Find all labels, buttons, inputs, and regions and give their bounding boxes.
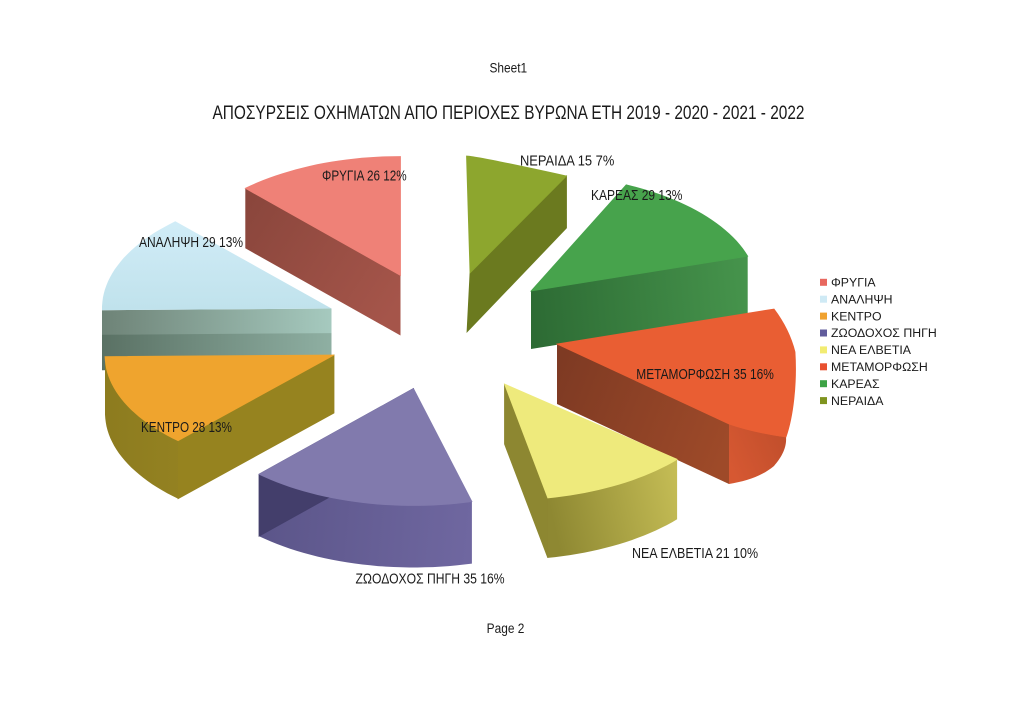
svg-text:ΦΡΥΓΙΑ: ΦΡΥΓΙΑ (831, 276, 876, 290)
svg-text:Page 2: Page 2 (487, 620, 525, 636)
svg-text:ΑΠΟΣΥΡΣΕΙΣ ΟΧΗΜΑΤΩΝ ΑΠΟ ΠΕΡΙΟΧ: ΑΠΟΣΥΡΣΕΙΣ ΟΧΗΜΑΤΩΝ ΑΠΟ ΠΕΡΙΟΧΕΣ ΒΥΡΩΝΑ … (213, 101, 805, 123)
svg-text:ΝΕΡΑΙΔΑ: ΝΕΡΑΙΔΑ (831, 394, 884, 408)
svg-text:ΝΕΑ ΕΛΒΕΤΙΑ 21 10%: ΝΕΑ ΕΛΒΕΤΙΑ 21 10% (632, 545, 758, 561)
svg-text:ΖΩΟΔΟΧΟΣ ΠΗΓΗ: ΖΩΟΔΟΧΟΣ ΠΗΓΗ (831, 326, 937, 340)
svg-text:ΑΝΑΛΗΨΗ 29 13%: ΑΝΑΛΗΨΗ 29 13% (139, 234, 243, 251)
svg-text:ΜΕΤΑΜΟΡΦΩΣΗ: ΜΕΤΑΜΟΡΦΩΣΗ (831, 360, 928, 374)
svg-text:Sheet1: Sheet1 (489, 60, 527, 76)
svg-text:ΚΕΝΤΡΟ 28 13%: ΚΕΝΤΡΟ 28 13% (141, 418, 232, 435)
svg-text:ΝΕΡΑΙΔΑ 15 7%: ΝΕΡΑΙΔΑ 15 7% (520, 152, 614, 169)
svg-text:ΜΕΤΑΜΟΡΦΩΣΗ 35 16%: ΜΕΤΑΜΟΡΦΩΣΗ 35 16% (636, 366, 774, 383)
svg-text:ΚΑΡΕΑΣ: ΚΑΡΕΑΣ (831, 377, 880, 391)
svg-text:ΦΡΥΓΙΑ 26 12%: ΦΡΥΓΙΑ 26 12% (322, 167, 407, 184)
svg-text:ΚΕΝΤΡΟ: ΚΕΝΤΡΟ (831, 309, 882, 323)
svg-text:ΝΕΑ ΕΛΒΕΤΙΑ: ΝΕΑ ΕΛΒΕΤΙΑ (831, 343, 912, 357)
svg-text:ΖΩΟΔΟΧΟΣ ΠΗΓΗ 35 16%: ΖΩΟΔΟΧΟΣ ΠΗΓΗ 35 16% (356, 570, 505, 586)
svg-text:ΚΑΡΕΑΣ 29 13%: ΚΑΡΕΑΣ 29 13% (591, 187, 682, 204)
svg-text:ΑΝΑΛΗΨΗ: ΑΝΑΛΗΨΗ (831, 292, 893, 306)
